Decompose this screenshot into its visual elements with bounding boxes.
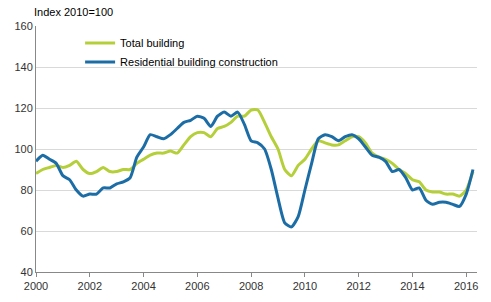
svg-text:80: 80 [21,184,33,196]
svg-text:140: 140 [14,61,32,73]
svg-text:2010: 2010 [293,280,317,292]
svg-text:2000: 2000 [24,280,48,292]
svg-text:100: 100 [14,143,32,155]
svg-text:Residential building construct: Residential building construction [120,56,278,68]
svg-text:160: 160 [14,20,32,32]
svg-text:2002: 2002 [78,280,102,292]
svg-text:40: 40 [21,266,33,278]
svg-text:2008: 2008 [239,280,263,292]
svg-text:2004: 2004 [131,280,155,292]
svg-text:2012: 2012 [346,280,370,292]
svg-text:2014: 2014 [400,280,424,292]
svg-text:2006: 2006 [185,280,209,292]
svg-text:2016: 2016 [454,280,478,292]
svg-text:Index 2010=100: Index 2010=100 [34,6,113,18]
svg-text:60: 60 [21,225,33,237]
svg-text:Total building: Total building [120,37,184,49]
svg-text:120: 120 [14,102,32,114]
